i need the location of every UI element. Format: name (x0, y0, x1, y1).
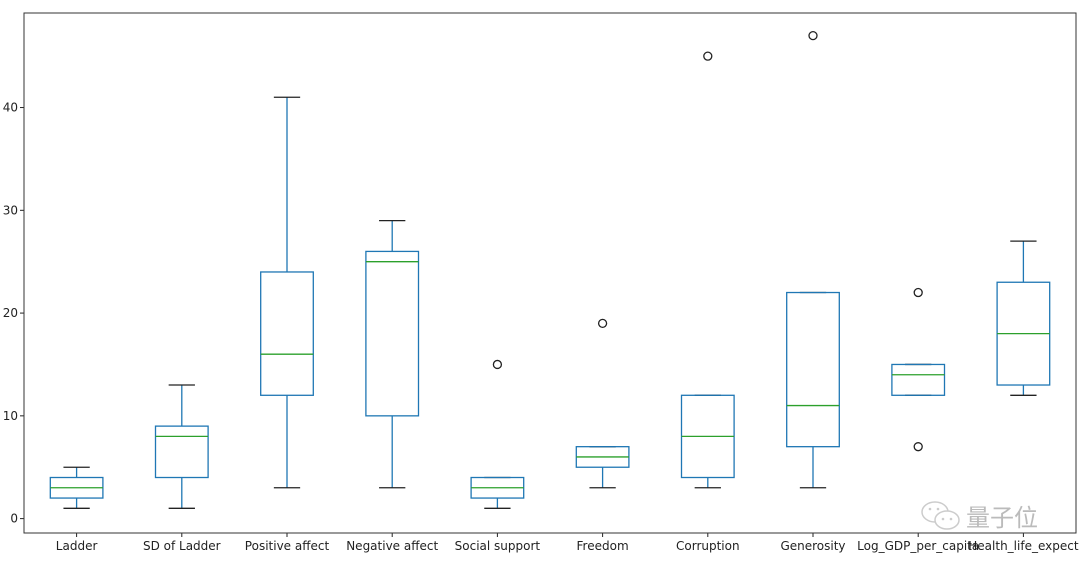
x-tick-label: SD of Ladder (143, 539, 221, 553)
watermark: 量子位 (920, 498, 1038, 533)
y-tick-label: 0 (10, 512, 18, 526)
box (786, 291, 840, 448)
flier-point (703, 51, 713, 61)
x-tick-label: Corruption (676, 539, 740, 553)
watermark-text: 量子位 (966, 504, 1038, 532)
plot-frame (23, 12, 1077, 534)
x-tick-label: Negative affect (346, 539, 438, 553)
flier-point (913, 287, 923, 298)
y-tick-label: 40 (3, 101, 18, 115)
x-tick-label: Freedom (577, 539, 629, 553)
y-tick-label: 10 (3, 409, 18, 423)
y-tick-label: 20 (3, 306, 18, 320)
y-tick-label: 30 (3, 203, 18, 217)
x-tick-label: Positive affect (245, 539, 330, 553)
flier-point (597, 318, 608, 329)
x-tick-label: Log_GDP_per_capita (857, 539, 979, 553)
x-tick-label: Generosity (780, 539, 845, 553)
box (260, 271, 314, 396)
flier-point (492, 359, 503, 370)
box (365, 250, 420, 417)
wechat-icon (921, 500, 960, 530)
box (891, 363, 946, 396)
flier-point (808, 30, 818, 41)
x-tick-label: Ladder (56, 539, 98, 553)
x-tick-label: Health_life_expect (968, 539, 1079, 553)
x-tick-label: Social support (455, 539, 541, 553)
box (154, 425, 209, 479)
flier-point (913, 442, 923, 452)
